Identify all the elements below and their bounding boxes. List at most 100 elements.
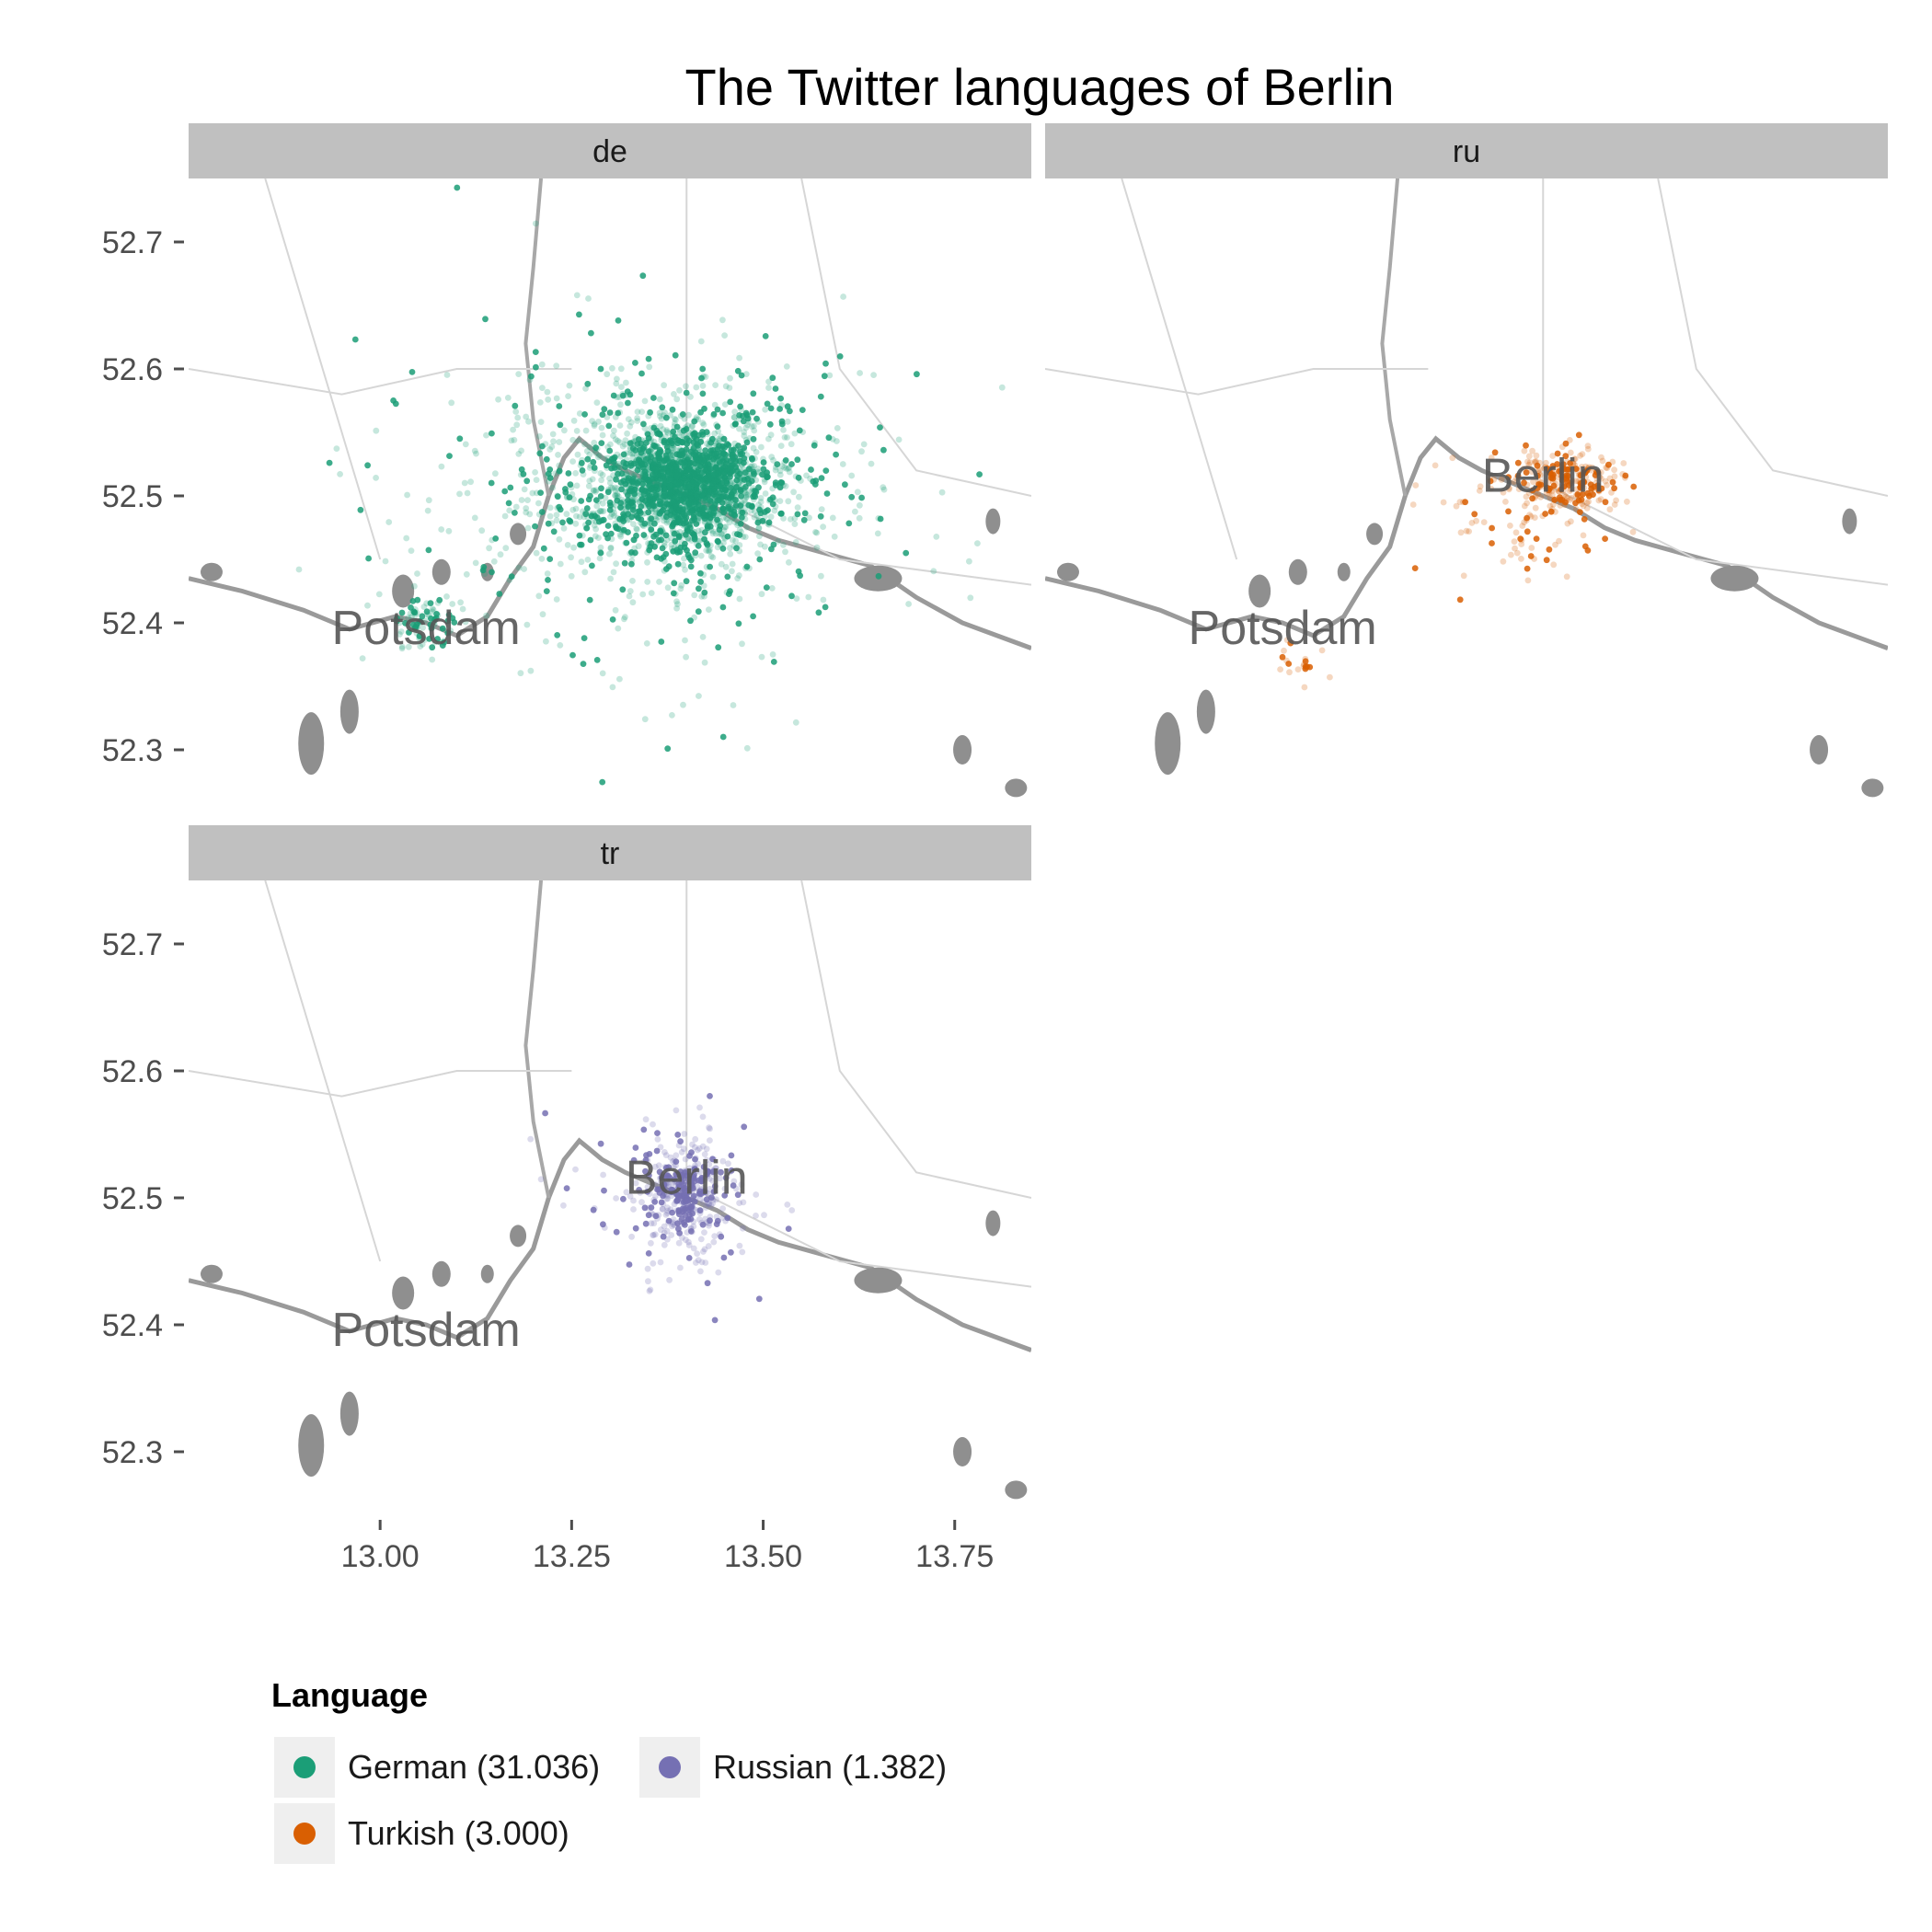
data-point bbox=[755, 524, 763, 532]
data-point bbox=[702, 447, 708, 454]
data-point bbox=[692, 1144, 698, 1151]
city-label: Berlin bbox=[626, 1151, 748, 1204]
data-point bbox=[673, 598, 680, 605]
data-point bbox=[520, 470, 527, 477]
data-point bbox=[592, 489, 599, 495]
data-point bbox=[709, 554, 717, 561]
data-point bbox=[658, 508, 665, 515]
data-point bbox=[796, 493, 802, 500]
data-point bbox=[398, 643, 406, 650]
data-point bbox=[705, 547, 712, 554]
data-point bbox=[664, 1195, 672, 1202]
data-point bbox=[740, 1225, 746, 1232]
data-point bbox=[665, 1164, 673, 1171]
data-point bbox=[586, 465, 593, 471]
data-point bbox=[672, 493, 679, 500]
data-point bbox=[625, 529, 631, 535]
data-point bbox=[652, 460, 660, 467]
data-point bbox=[647, 1286, 654, 1294]
data-point bbox=[645, 509, 652, 516]
data-point bbox=[737, 403, 743, 410]
data-point bbox=[1554, 450, 1561, 457]
data-point bbox=[707, 1213, 714, 1220]
data-point bbox=[599, 778, 606, 786]
data-point bbox=[730, 536, 736, 544]
data-point bbox=[695, 1160, 702, 1167]
data-point bbox=[585, 295, 592, 302]
data-point bbox=[668, 507, 674, 514]
data-point bbox=[614, 375, 620, 383]
data-point bbox=[663, 443, 671, 451]
data-point bbox=[505, 500, 512, 507]
data-point bbox=[707, 526, 715, 534]
data-point bbox=[676, 426, 684, 433]
data-point bbox=[615, 625, 622, 632]
data-point bbox=[707, 460, 713, 466]
data-point bbox=[1500, 558, 1507, 565]
road bbox=[264, 880, 382, 1262]
data-point bbox=[768, 546, 775, 553]
data-point bbox=[610, 462, 617, 469]
legend-label: Russian (1.382) bbox=[713, 1748, 947, 1786]
data-point bbox=[663, 427, 671, 433]
data-point bbox=[1581, 516, 1588, 523]
data-point bbox=[1301, 684, 1308, 691]
data-point bbox=[1580, 532, 1587, 539]
lake bbox=[431, 1260, 451, 1287]
data-point bbox=[616, 531, 624, 538]
data-point bbox=[526, 376, 534, 384]
data-point bbox=[590, 1206, 597, 1213]
data-point bbox=[419, 613, 426, 620]
data-point bbox=[679, 511, 686, 517]
data-point bbox=[1453, 502, 1460, 510]
data-point bbox=[586, 596, 593, 604]
data-point bbox=[1549, 463, 1557, 469]
data-point bbox=[695, 1257, 702, 1264]
data-point bbox=[632, 458, 639, 466]
data-point bbox=[1521, 519, 1528, 526]
data-point bbox=[606, 499, 614, 506]
data-point bbox=[731, 420, 739, 428]
data-point bbox=[684, 435, 690, 443]
data-point bbox=[798, 477, 804, 484]
data-point bbox=[1566, 437, 1573, 443]
data-point bbox=[478, 527, 486, 535]
data-point bbox=[677, 1138, 684, 1144]
data-point bbox=[661, 1181, 668, 1189]
y-tick-label: 52.7 bbox=[102, 927, 163, 962]
data-point bbox=[677, 1264, 684, 1271]
data-point bbox=[774, 461, 781, 467]
data-point bbox=[813, 544, 821, 551]
data-point bbox=[744, 491, 752, 499]
data-point bbox=[718, 560, 725, 568]
data-point bbox=[1604, 482, 1610, 489]
data-point bbox=[821, 373, 828, 380]
data-point bbox=[616, 422, 624, 429]
data-point bbox=[751, 513, 758, 521]
data-point bbox=[755, 1295, 763, 1303]
data-point bbox=[836, 353, 844, 360]
data-point bbox=[670, 1216, 677, 1223]
data-point bbox=[721, 1192, 729, 1199]
data-point bbox=[680, 427, 687, 434]
data-point bbox=[545, 520, 552, 527]
data-point bbox=[1572, 477, 1580, 485]
data-point bbox=[858, 494, 865, 501]
data-point bbox=[1531, 514, 1538, 521]
y-tick-label: 52.6 bbox=[102, 352, 163, 387]
data-point bbox=[667, 512, 674, 520]
data-point bbox=[696, 446, 702, 454]
data-point bbox=[829, 436, 836, 443]
data-point bbox=[730, 422, 737, 429]
data-point bbox=[660, 469, 667, 477]
data-point bbox=[703, 1196, 710, 1203]
data-point bbox=[787, 408, 793, 415]
data-point bbox=[632, 360, 638, 366]
data-point bbox=[609, 485, 616, 492]
lake bbox=[985, 508, 1001, 535]
data-point bbox=[754, 468, 761, 476]
data-point bbox=[590, 487, 597, 494]
data-point bbox=[759, 517, 766, 524]
data-point bbox=[780, 427, 787, 433]
data-point bbox=[707, 517, 713, 524]
